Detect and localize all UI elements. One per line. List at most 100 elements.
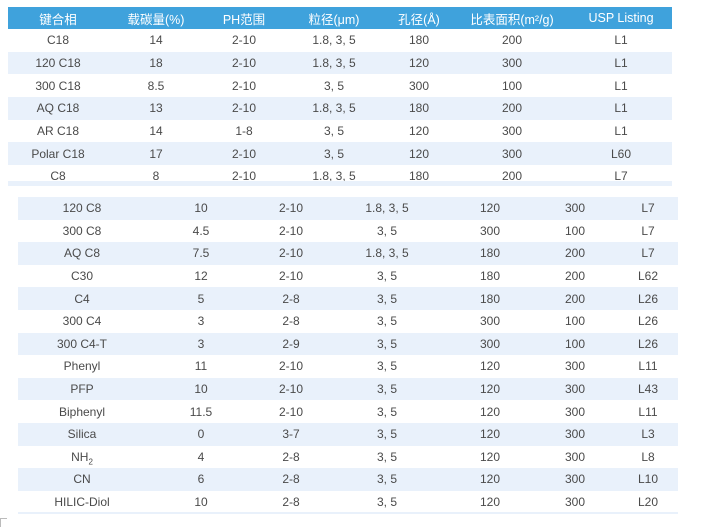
cell-ph-range: 2-8 [256, 490, 326, 514]
cell-surface-area: 200 [454, 97, 570, 120]
cell-bonded-phase: C18 [8, 29, 108, 52]
cell-carbon-load: 0 [146, 422, 256, 446]
cell-carbon-load: 4 [146, 445, 256, 469]
cell-ph-range: 2-8 [256, 468, 326, 491]
cell-pore-size: 120 [384, 119, 454, 143]
cell-carbon-load: 3 [146, 309, 256, 333]
cell-surface-area: 300 [454, 51, 570, 75]
cell-ph-range: 2-10 [204, 142, 284, 166]
cell-surface-area: 300 [532, 422, 618, 446]
cell-usp-listing: L8 [618, 445, 678, 469]
cell-bonded-phase: 120 C8 [18, 197, 146, 220]
cell-ph-range: 1-8 [204, 119, 284, 143]
table-row: CN 6 2-8 3, 5 120 300 L10 [18, 468, 678, 491]
cell-surface-area: 100 [532, 309, 618, 333]
cell-usp-listing: L3 [618, 422, 678, 446]
cell-surface-area: 300 [532, 355, 618, 378]
cell-usp-listing: L7 [618, 197, 678, 220]
cell-ph-range: 3-7 [256, 422, 326, 446]
table-row: Silica 0 3-7 3, 5 120 300 L3 [18, 422, 678, 446]
cell-pore-size: 120 [448, 400, 532, 423]
header-ph-range: PH范围 [204, 7, 284, 29]
cell-pore-size: 120 [448, 377, 532, 401]
cell-surface-area: 100 [532, 332, 618, 356]
cell-usp-listing: L11 [618, 400, 678, 423]
table-row: PFP 10 2-10 3, 5 120 300 L43 [18, 377, 678, 401]
cell-pore-size: 300 [448, 309, 532, 333]
cell-carbon-load: 10 [146, 197, 256, 220]
cell-pore-size: 180 [448, 264, 532, 288]
cell-pore-size: 120 [448, 422, 532, 446]
cell-particle-size: 1.8, 3, 5 [326, 197, 448, 220]
cell-particle-size: 1.8, 3, 5 [284, 97, 384, 120]
cell-usp-listing: L43 [618, 377, 678, 401]
cell-particle-size: 3, 5 [326, 377, 448, 401]
cell-surface-area: 300 [532, 377, 618, 401]
cell-bonded-phase: AQ C8 [18, 242, 146, 265]
cell-carbon-load: 14 [108, 29, 204, 52]
cell-bonded-phase: NH2 [18, 445, 146, 469]
table-row: HILIC-Diol 10 2-8 3, 5 120 300 L20 [18, 490, 678, 514]
cell-usp-listing: L1 [570, 29, 672, 52]
table-header-row: 键合相 载碳量(%) PH范围 粒径(μm) 孔径(Å) 比表面积(m²/g) … [8, 7, 672, 29]
cell-particle-size: 1.8, 3, 5 [284, 51, 384, 75]
cell-bonded-phase: 300 C8 [18, 219, 146, 243]
cell-carbon-load: 6 [146, 468, 256, 491]
table-bottom-footer [18, 512, 678, 514]
cell-particle-size: 3, 5 [284, 142, 384, 166]
table-row: C18 14 2-10 1.8, 3, 5 180 200 L1 [8, 29, 672, 52]
header-pore-size: 孔径(Å) [384, 7, 454, 29]
cell-bonded-phase: Polar C18 [8, 142, 108, 166]
cell-particle-size: 1.8, 3, 5 [284, 29, 384, 52]
cell-carbon-load: 12 [146, 264, 256, 288]
cell-pore-size: 300 [448, 219, 532, 243]
cell-usp-listing: L7 [618, 219, 678, 243]
cell-bonded-phase: AR C18 [8, 119, 108, 143]
table-row: AR C18 14 1-8 3, 5 120 300 L1 [8, 119, 672, 143]
table-row: 120 C18 18 2-10 1.8, 3, 5 120 300 L1 [8, 51, 672, 75]
cell-pore-size: 300 [384, 74, 454, 98]
header-bonded-phase: 键合相 [8, 7, 108, 29]
cell-carbon-load: 11.5 [146, 400, 256, 423]
cell-ph-range: 2-10 [204, 29, 284, 52]
phase-table-bottom: 120 C8 10 2-10 1.8, 3, 5 120 300 L7 300 C8 4.5 2-… [18, 197, 678, 514]
cell-bonded-phase: PFP [18, 377, 146, 401]
cell-particle-size: 3, 5 [326, 332, 448, 356]
cell-carbon-load: 10 [146, 490, 256, 514]
cell-bonded-phase: 300 C18 [8, 74, 108, 98]
cell-surface-area: 100 [454, 74, 570, 98]
header-carbon-load: 载碳量(%) [108, 7, 204, 29]
cell-pore-size: 120 [448, 355, 532, 378]
cell-particle-size: 3, 5 [326, 400, 448, 423]
table-row: 300 C4 3 2-8 3, 5 300 100 L26 [18, 309, 678, 333]
cell-ph-range: 2-10 [256, 197, 326, 220]
cell-surface-area: 300 [454, 119, 570, 143]
cell-particle-size: 1.8, 3, 5 [326, 242, 448, 265]
cell-bonded-phase: CN [18, 468, 146, 491]
cell-particle-size: 3, 5 [326, 264, 448, 288]
cell-bonded-phase: Biphenyl [18, 400, 146, 423]
cell-surface-area: 300 [454, 142, 570, 166]
cell-surface-area: 300 [532, 445, 618, 469]
table-row: 300 C8 4.5 2-10 3, 5 300 100 L7 [18, 219, 678, 243]
cell-carbon-load: 13 [108, 97, 204, 120]
cell-pore-size: 120 [448, 490, 532, 514]
cell-surface-area: 300 [532, 490, 618, 514]
cell-carbon-load: 5 [146, 287, 256, 310]
cell-pore-size: 120 [448, 445, 532, 469]
table-row: Biphenyl 11.5 2-10 3, 5 120 300 L11 [18, 400, 678, 423]
cell-bonded-phase: AQ C18 [8, 97, 108, 120]
cell-particle-size: 3, 5 [284, 119, 384, 143]
cell-particle-size: 3, 5 [284, 74, 384, 98]
cell-carbon-load: 4.5 [146, 219, 256, 243]
cell-carbon-load: 7.5 [146, 242, 256, 265]
table-row: 120 C8 10 2-10 1.8, 3, 5 120 300 L7 [18, 197, 678, 220]
cell-ph-range: 2-8 [256, 445, 326, 469]
cell-ph-range: 2-10 [204, 74, 284, 98]
cell-ph-range: 2-10 [256, 219, 326, 243]
cell-bonded-phase: Silica [18, 422, 146, 446]
cell-carbon-load: 18 [108, 51, 204, 75]
cell-surface-area: 200 [532, 242, 618, 265]
cell-usp-listing: L1 [570, 74, 672, 98]
table-row: Polar C18 17 2-10 3, 5 120 300 L60 [8, 142, 672, 166]
